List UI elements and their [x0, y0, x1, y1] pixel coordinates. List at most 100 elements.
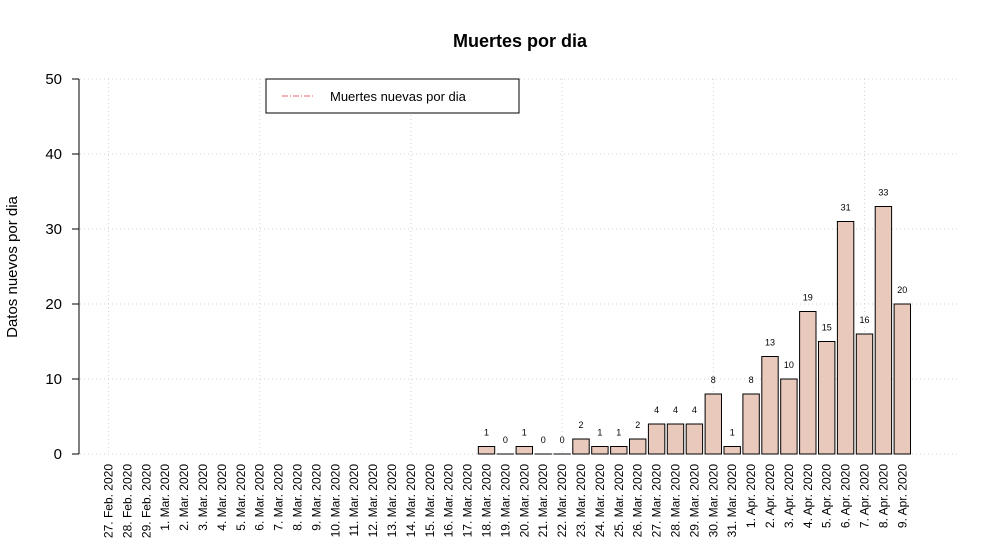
data-label: 33: [878, 188, 888, 198]
x-tick-label: 18. Mar. 2020: [480, 464, 494, 538]
x-tick-label: 17. Mar. 2020: [461, 464, 475, 538]
x-tick-label: 7. Mar. 2020: [272, 464, 286, 531]
x-tick-label: 1. Mar. 2020: [158, 464, 172, 531]
bar: [780, 378, 798, 455]
data-label: 0: [503, 435, 508, 445]
data-label: 1: [597, 428, 602, 438]
x-tick-label: 14. Mar. 2020: [404, 464, 418, 538]
bar: [666, 423, 685, 455]
bar: [610, 446, 628, 455]
x-tick-label: 2. Mar. 2020: [177, 464, 191, 531]
data-label: 2: [578, 420, 583, 430]
x-tick-label: 13. Mar. 2020: [385, 464, 399, 538]
data-label: 1: [616, 428, 621, 438]
x-tick-label: 16. Mar. 2020: [442, 464, 456, 538]
x-tick-label: 5. Apr. 2020: [820, 464, 834, 528]
bar: [647, 423, 666, 455]
y-tick-label: 0: [54, 446, 62, 463]
x-tick-label: 23. Mar. 2020: [574, 464, 588, 538]
y-tick-label: 40: [45, 146, 62, 163]
x-tick-label: 26. Mar. 2020: [631, 464, 645, 538]
x-tick-label: 9. Apr. 2020: [895, 464, 909, 528]
data-label: 2: [635, 420, 640, 430]
x-tick-label: 27. Mar. 2020: [650, 464, 664, 538]
x-tick-label: 8. Mar. 2020: [291, 464, 305, 531]
data-label: 20: [897, 285, 907, 295]
x-tick-label: 21. Mar. 2020: [536, 464, 550, 538]
x-tick-label: 30. Mar. 2020: [706, 464, 720, 538]
y-tick-label: 30: [45, 221, 62, 238]
data-label: 31: [841, 203, 851, 213]
x-tick-labels: 27. Feb. 2020 28. Feb. 2020 29. Feb. 2020 1…: [102, 464, 910, 538]
bar: [893, 303, 911, 455]
x-tick-label: 10. Mar. 2020: [328, 464, 342, 538]
bar: [477, 446, 496, 455]
data-label: 15: [822, 323, 832, 333]
x-tick-label: 29. Mar. 2020: [687, 464, 701, 538]
x-tick-label: 12. Mar. 2020: [366, 464, 380, 538]
bar: [836, 221, 855, 455]
x-tick-label: 6. Mar. 2020: [253, 464, 267, 531]
y-tick-label: 50: [45, 71, 62, 88]
data-label: 8: [711, 375, 716, 385]
data-label: 1: [730, 428, 735, 438]
bar: [855, 333, 874, 455]
bar: [515, 446, 533, 455]
data-label: 8: [749, 375, 754, 385]
data-label: 10: [784, 360, 794, 370]
bar: [818, 341, 836, 455]
x-tick-label: 2. Apr. 2020: [763, 464, 777, 528]
y-tick-label: 20: [45, 296, 62, 313]
x-tick-label: 24. Mar. 2020: [593, 464, 607, 538]
bar: [685, 423, 704, 455]
chart-title: Muertes por dia: [453, 31, 588, 51]
x-tick-label: 4. Apr. 2020: [801, 464, 815, 528]
bar: [742, 393, 760, 455]
legend-label: Muertes nuevas por dia: [330, 89, 467, 104]
x-tick-label: 7. Apr. 2020: [858, 464, 872, 528]
x-tick-label: 27. Feb. 2020: [102, 464, 116, 538]
data-label: 4: [673, 405, 678, 415]
x-tick-label: 25. Mar. 2020: [612, 464, 626, 538]
x-tick-label: 29. Feb. 2020: [139, 464, 153, 538]
x-tick-label: 19. Mar. 2020: [498, 464, 512, 538]
x-tick-label: 31. Mar. 2020: [725, 464, 739, 538]
x-tick-label: 22. Mar. 2020: [555, 464, 569, 538]
y-tick-label: 10: [45, 371, 62, 388]
y-axis: 0 10 20 30 40 50: [45, 71, 80, 463]
bar: [704, 393, 722, 455]
data-label: 4: [654, 405, 659, 415]
x-tick-label: 6. Apr. 2020: [839, 464, 853, 528]
data-label: 4: [692, 405, 697, 415]
x-tick-label: 28. Mar. 2020: [669, 464, 683, 538]
bar: [591, 446, 609, 455]
x-tick-label: 5. Mar. 2020: [234, 464, 248, 531]
bar: [629, 438, 647, 455]
data-label: 1: [484, 428, 489, 438]
bar: [874, 206, 893, 455]
x-tick-label: 15. Mar. 2020: [423, 464, 437, 538]
bar: [799, 311, 817, 455]
data-label: 19: [803, 293, 813, 303]
bar: [572, 438, 590, 455]
x-tick-label: 8. Apr. 2020: [876, 464, 890, 528]
data-label: 0: [560, 435, 565, 445]
y-axis-label: Datos nuevos por dia: [4, 195, 21, 337]
data-label: 16: [859, 315, 869, 325]
data-label: 0: [541, 435, 546, 445]
x-tick-label: 3. Mar. 2020: [196, 464, 210, 531]
legend: Muertes nuevas por dia: [265, 78, 520, 114]
x-tick-label: 11. Mar. 2020: [347, 464, 361, 537]
x-tick-label: 20. Mar. 2020: [517, 464, 531, 538]
bar: [723, 446, 741, 455]
x-tick-label: 28. Feb. 2020: [120, 464, 134, 538]
data-label: 13: [765, 338, 775, 348]
x-tick-label: 1. Apr. 2020: [744, 464, 758, 528]
x-tick-label: 4. Mar. 2020: [215, 464, 229, 531]
bar: [761, 356, 779, 455]
x-tick-label: 3. Apr. 2020: [782, 464, 796, 528]
data-label: 1: [522, 428, 527, 438]
